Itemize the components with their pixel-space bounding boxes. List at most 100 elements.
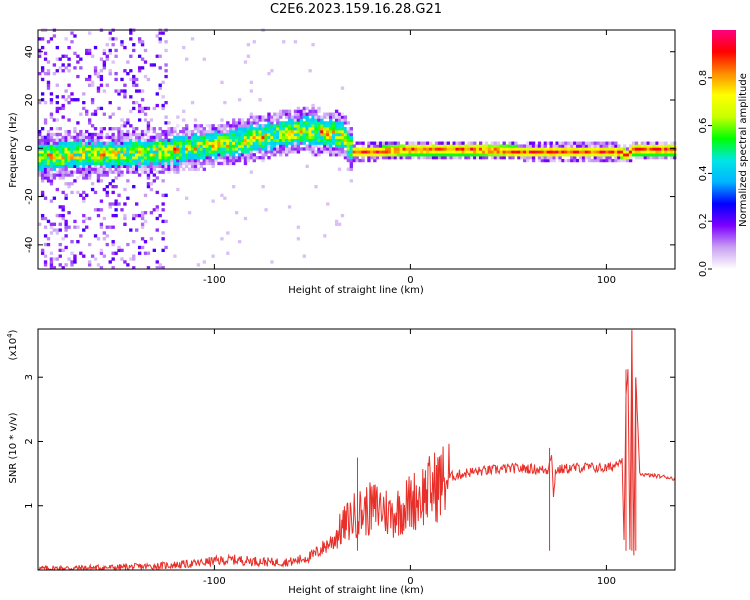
- spectrogram-cell: [146, 141, 151, 145]
- spectrogram-cell: [279, 115, 283, 119]
- spectrogram-cell: [111, 266, 115, 270]
- spectrogram-cell: [146, 106, 151, 111]
- spectrogram-cell: [502, 141, 506, 145]
- spectrogram-cell: [452, 147, 456, 151]
- spectrogram-cell: [58, 213, 62, 218]
- spectrogram-cell: [664, 141, 668, 145]
- spectrogram-cell: [49, 263, 54, 267]
- spectrogram-cell: [129, 31, 133, 35]
- spectrogram-cell: [470, 156, 474, 160]
- spectrogram-cell: [240, 121, 245, 125]
- spectrogram-cell: [73, 170, 77, 174]
- spectrogram-cell: [208, 150, 212, 154]
- spectrogram-cell: [302, 124, 306, 128]
- spectrogram-cell: [161, 144, 165, 148]
- spectrogram-cell: [126, 170, 130, 174]
- spectrogram-cell: [85, 109, 89, 113]
- spectrogram-cell: [408, 141, 412, 145]
- spectrogram-cell: [40, 37, 45, 41]
- spectrogram-cell: [190, 37, 195, 41]
- spectrogram-cell: [337, 129, 342, 134]
- colorbar-tick-label: 0.0: [698, 261, 709, 277]
- spectrogram-cell: [85, 138, 89, 142]
- spectrogram-cell: [108, 115, 112, 119]
- spectrogram-cell: [120, 208, 124, 212]
- spectrogram-cell: [646, 147, 650, 151]
- spectrogram-cell: [420, 144, 424, 148]
- spectrogram-cell: [581, 156, 586, 160]
- spectrogram-cell: [126, 150, 130, 154]
- spectrogram-cell: [349, 138, 353, 142]
- spectrogram-cell: [140, 164, 145, 169]
- spectrogram-cell: [329, 118, 333, 122]
- spectrogram-cell: [620, 158, 624, 163]
- spectrogram-cell: [76, 167, 80, 171]
- snr-y-ticks: 123: [24, 374, 675, 509]
- spectrogram-cell: [308, 121, 312, 125]
- spectrogram-cell: [161, 150, 165, 154]
- spectrogram-cell: [296, 115, 301, 119]
- spectrogram-cell: [334, 153, 339, 157]
- spectrogram-cell: [249, 144, 254, 148]
- spectrogram-cell: [87, 164, 92, 169]
- spectrogram-cell: [211, 138, 215, 142]
- spectrogram-cell: [611, 150, 615, 154]
- spectrogram-cell: [90, 112, 95, 116]
- spectrogram-cell: [52, 196, 57, 200]
- spectrogram-cell: [564, 147, 568, 151]
- spectrogram-cell: [655, 150, 659, 154]
- spectrogram-cell: [170, 167, 174, 171]
- spectrogram-cell: [61, 106, 65, 111]
- spectrogram-cell: [182, 129, 186, 134]
- spectrogram-cell: [67, 135, 71, 140]
- spectrogram-cell: [93, 190, 98, 195]
- spectrogram-cell: [232, 161, 236, 166]
- spectrogram-cell: [314, 129, 318, 134]
- spectrogram-cell: [187, 167, 192, 171]
- spectrogram-cell: [120, 158, 124, 163]
- spectrogram-cell: [49, 153, 54, 157]
- spectrogram-cell: [43, 161, 48, 166]
- spectrogram-cell: [90, 156, 95, 160]
- spectrogram-cell: [620, 150, 624, 154]
- spectrogram-cell: [93, 234, 98, 238]
- spectrogram-cell: [76, 150, 80, 154]
- spectrogram-cell: [440, 150, 445, 154]
- spectrogram-cell: [82, 147, 86, 151]
- spectrogram-cell: [87, 147, 92, 151]
- spectrogram-cell: [129, 141, 133, 145]
- spectrogram-cell: [67, 132, 71, 137]
- spectrogram-cell: [426, 141, 430, 145]
- spectrogram-cell: [282, 124, 286, 128]
- spectrogram-cell: [87, 132, 92, 137]
- spectrogram-cell: [99, 106, 104, 111]
- spectrogram-cell: [120, 135, 124, 140]
- spectrogram-cell: [117, 193, 121, 197]
- spectrogram-cell: [526, 144, 530, 148]
- spectrogram-cell: [287, 121, 292, 125]
- spectrogram-cell: [417, 150, 421, 154]
- spectrogram-cell: [243, 153, 248, 157]
- spectrogram-cell: [155, 54, 159, 58]
- spectrogram-cell: [99, 170, 104, 174]
- spectrogram-cell: [87, 138, 92, 142]
- spectrogram-cell: [505, 153, 509, 157]
- spectrogram-cell: [67, 153, 71, 157]
- spectrogram-cell: [561, 158, 565, 163]
- spectrogram-cell: [67, 138, 71, 142]
- spectrogram-cell: [67, 164, 71, 169]
- spectrogram-cell: [149, 237, 154, 241]
- spectrogram-cell: [393, 150, 398, 154]
- snr-y-multiplier: (x104): [6, 329, 19, 360]
- spectrogram-cell: [85, 170, 89, 174]
- spectrogram-cell: [337, 167, 342, 171]
- spectrogram-cell: [443, 141, 448, 145]
- spectrogram-cell: [58, 263, 62, 267]
- spectrogram-cell: [531, 147, 536, 151]
- spectrogram-cell: [152, 135, 156, 140]
- spectrogram-cell: [267, 121, 271, 125]
- spectrogram-cell: [332, 153, 336, 157]
- spectrogram-cell: [38, 167, 42, 171]
- spectrogram-cell: [176, 156, 180, 160]
- spectrogram-cell: [261, 156, 265, 160]
